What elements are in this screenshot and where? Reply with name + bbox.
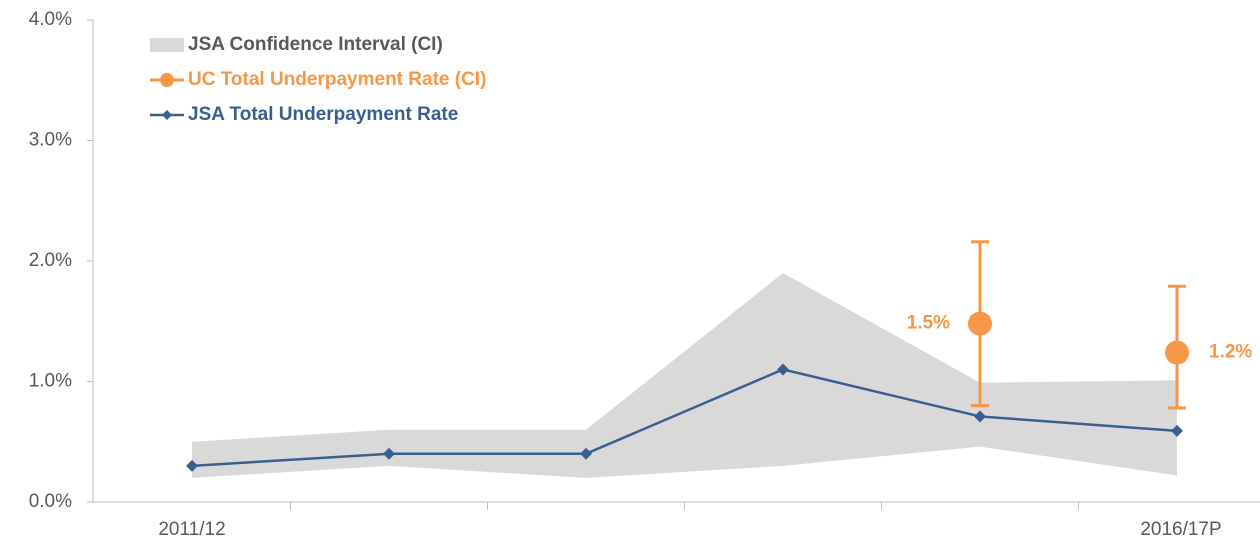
legend-swatch (162, 110, 172, 120)
y-tick-label: 4.0% (29, 9, 72, 30)
y-tick-label: 0.0% (29, 491, 72, 512)
point (1165, 340, 1189, 365)
legend-label: UC Total Underpayment Rate (CI) (188, 69, 486, 90)
x-tick-label: 2011/12 (158, 519, 225, 540)
marker (383, 447, 395, 460)
legend-swatch (150, 38, 184, 52)
marker (974, 410, 986, 423)
marker (777, 363, 789, 376)
legend-label: JSA Confidence Interval (CI) (188, 34, 443, 55)
marker (186, 459, 198, 472)
x-tick-label: 2016/17P (1140, 519, 1221, 540)
marker (1171, 424, 1183, 437)
y-tick-label: 3.0% (29, 130, 72, 151)
data-label: 1.2% (1209, 342, 1252, 363)
y-tick-label: 2.0% (29, 250, 72, 271)
line (191, 368, 1178, 468)
legend-swatch (160, 73, 174, 87)
legend-label: JSA Total Underpayment Rate (188, 104, 458, 125)
y-tick-label: 1.0% (29, 371, 72, 392)
point (968, 311, 992, 336)
data-label: 1.5% (907, 313, 950, 334)
ci-band (192, 273, 1177, 478)
marker (580, 447, 592, 460)
